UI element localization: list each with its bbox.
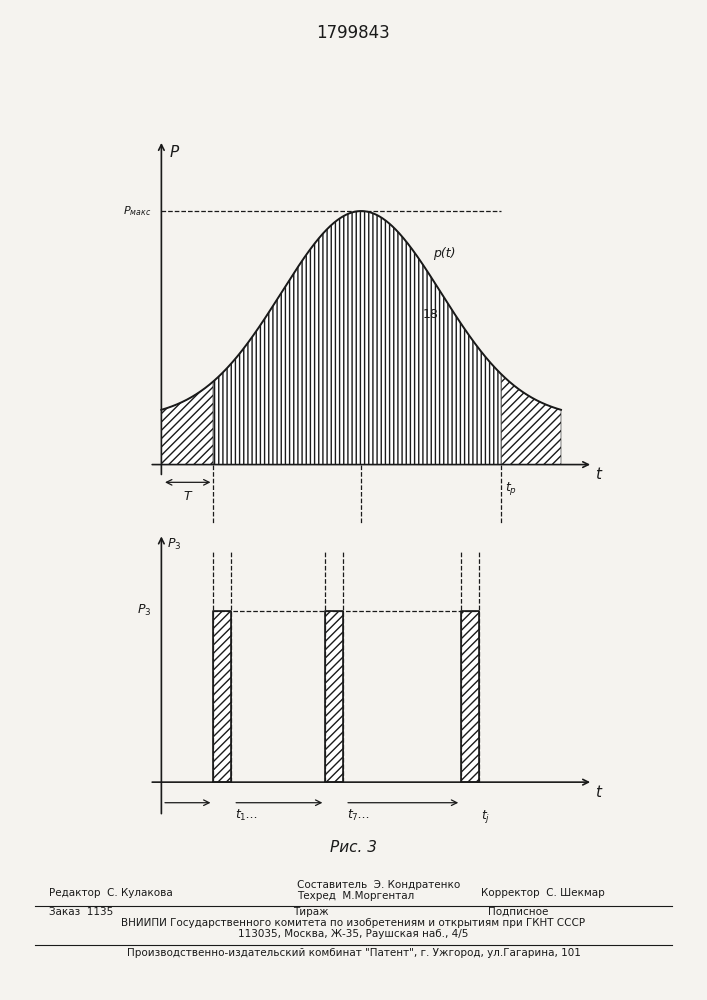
Text: Составитель  Э. Кондратенко: Составитель Э. Кондратенко xyxy=(297,880,460,890)
Text: Тираж: Тираж xyxy=(293,907,329,917)
Text: 113035, Москва, Ж-35, Раушская наб., 4/5: 113035, Москва, Ж-35, Раушская наб., 4/5 xyxy=(238,929,469,939)
Text: $t_p$: $t_p$ xyxy=(505,480,517,497)
Text: 18: 18 xyxy=(423,308,439,321)
Text: t: t xyxy=(595,785,601,800)
Text: Корректор  С. Шекмар: Корректор С. Шекмар xyxy=(481,888,604,898)
Text: Подписное: Подписное xyxy=(488,907,548,917)
Text: $P_3$: $P_3$ xyxy=(137,603,151,618)
Text: Заказ  1135: Заказ 1135 xyxy=(49,907,114,917)
Text: Техред  М.Моргентал: Техред М.Моргентал xyxy=(297,891,414,901)
Text: P: P xyxy=(170,145,179,160)
Text: $t_1$...: $t_1$... xyxy=(235,808,258,823)
Text: 1799843: 1799843 xyxy=(317,24,390,42)
Text: T: T xyxy=(184,490,191,503)
Text: Рис. 3: Рис. 3 xyxy=(330,840,377,855)
Text: $P_3$: $P_3$ xyxy=(168,537,182,552)
Text: t: t xyxy=(595,467,601,482)
Text: Редактор  С. Кулакова: Редактор С. Кулакова xyxy=(49,888,173,898)
Text: p(t): p(t) xyxy=(433,247,455,260)
Text: $t_7$...: $t_7$... xyxy=(347,808,370,823)
Text: $t_j$: $t_j$ xyxy=(481,808,491,825)
Text: $P_{макс}$: $P_{макс}$ xyxy=(123,204,151,218)
Text: Производственно-издательский комбинат "Патент", г. Ужгород, ул.Гагарина, 101: Производственно-издательский комбинат "П… xyxy=(127,948,580,958)
Text: ВНИИПИ Государственного комитета по изобретениям и открытиям при ГКНТ СССР: ВНИИПИ Государственного комитета по изоб… xyxy=(122,918,585,928)
